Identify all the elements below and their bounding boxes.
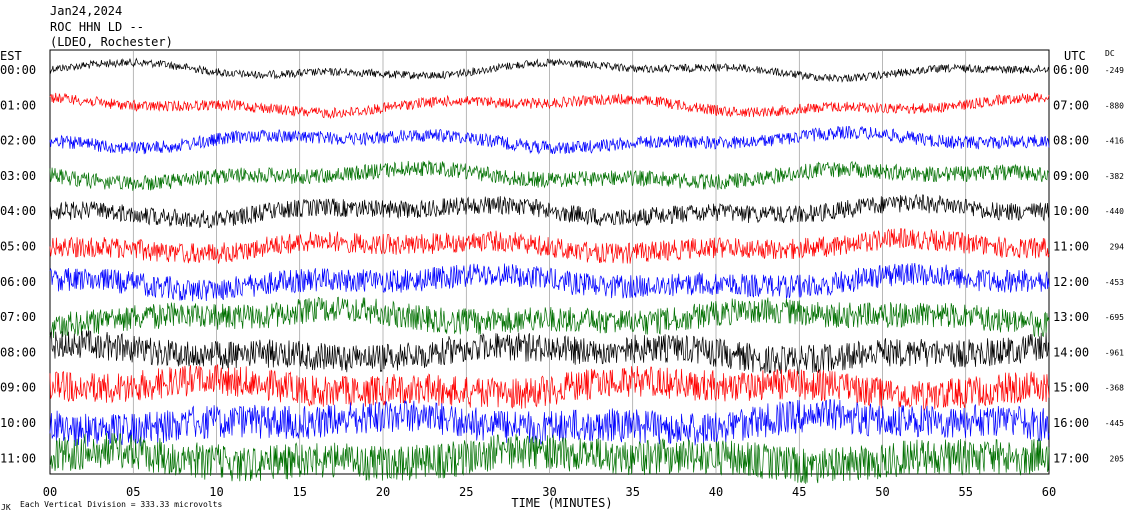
row-dc-offset: 205 (1110, 454, 1125, 463)
row-label-utc: 08:00 (1053, 134, 1089, 148)
x-tick-label: 40 (709, 485, 723, 499)
row-label-est: 11:00 (0, 451, 36, 465)
row-label-utc: 12:00 (1053, 275, 1089, 289)
row-label-est: 09:00 (0, 381, 36, 395)
x-tick-label: 25 (459, 485, 473, 499)
x-tick-label: 00 (43, 485, 57, 499)
footer-note: Each Vertical Division = 333.33 microvol… (20, 500, 222, 509)
row-label-est: 05:00 (0, 240, 36, 254)
trace-blue (49, 125, 1050, 155)
row-label-utc: 17:00 (1053, 451, 1089, 465)
x-tick-label: 10 (209, 485, 223, 499)
row-label-utc: 09:00 (1053, 169, 1089, 183)
trace-black (49, 57, 1050, 83)
x-tick-label: 30 (542, 485, 556, 499)
header-network: (LDEO, Rochester) (50, 35, 173, 49)
row-label-utc: 16:00 (1053, 416, 1089, 430)
x-tick-label: 35 (626, 485, 640, 499)
x-tick-label: 45 (792, 485, 806, 499)
trace-green (49, 296, 1050, 339)
x-axis-label: TIME (MINUTES) (511, 496, 612, 510)
x-tick-label: 60 (1042, 485, 1056, 499)
trace-group (49, 57, 1050, 484)
row-dc-offset: -416 (1105, 137, 1124, 146)
row-dc-offset: -368 (1105, 384, 1124, 393)
row-label-utc: 07:00 (1053, 98, 1089, 112)
right-axis-label: UTC (1064, 49, 1086, 63)
trace-red (49, 228, 1050, 264)
trace-blue (49, 262, 1050, 302)
trace-red (49, 92, 1050, 120)
trace-black (49, 193, 1050, 229)
footer-corner: JK (1, 503, 11, 512)
row-label-utc: 14:00 (1053, 345, 1089, 359)
left-axis-label: EST (0, 49, 22, 63)
row-label-est: 07:00 (0, 310, 36, 324)
row-label-est: 04:00 (0, 204, 36, 218)
x-tick-label: 15 (293, 485, 307, 499)
trace-blue (49, 399, 1050, 447)
row-labels: 00:00 06:00 -249 01:00 07:00 -880 02:00 08:00 -4… (0, 63, 1124, 465)
row-label-utc: 06:00 (1053, 63, 1089, 77)
x-tick-label: 05 (126, 485, 140, 499)
dc-label: DC (1105, 49, 1115, 58)
row-label-utc: 13:00 (1053, 310, 1089, 324)
row-dc-offset: -382 (1105, 172, 1124, 181)
row-label-est: 06:00 (0, 275, 36, 289)
trace-red (49, 363, 1050, 412)
header-date: Jan24,2024 (50, 4, 122, 18)
trace-green (49, 432, 1050, 484)
row-label-est: 10:00 (0, 416, 36, 430)
row-dc-offset: -249 (1105, 66, 1124, 75)
row-dc-offset: -961 (1105, 348, 1124, 357)
row-dc-offset: -440 (1105, 207, 1124, 216)
vertical-grid (132, 50, 967, 474)
row-label-utc: 10:00 (1053, 204, 1089, 218)
header-station: ROC HHN LD -- (50, 20, 144, 34)
row-label-est: 01:00 (0, 98, 36, 112)
row-label-est: 02:00 (0, 134, 36, 148)
row-label-est: 03:00 (0, 169, 36, 183)
row-dc-offset: -880 (1105, 101, 1124, 110)
trace-green (49, 160, 1050, 191)
row-label-utc: 11:00 (1053, 240, 1089, 254)
x-tick-label: 55 (959, 485, 973, 499)
row-label-est: 00:00 (0, 63, 36, 77)
row-dc-offset: -695 (1105, 313, 1124, 322)
row-dc-offset: -445 (1105, 419, 1124, 428)
x-tick-labels: 00 05 10 15 20 25 30 35 40 45 50 55 60 (43, 485, 1056, 499)
x-tick-label: 50 (875, 485, 889, 499)
row-dc-offset: 294 (1110, 243, 1125, 252)
trace-black (49, 330, 1050, 376)
row-label-est: 08:00 (0, 345, 36, 359)
row-dc-offset: -453 (1105, 278, 1124, 287)
x-tick-label: 20 (376, 485, 390, 499)
row-label-utc: 15:00 (1053, 381, 1089, 395)
